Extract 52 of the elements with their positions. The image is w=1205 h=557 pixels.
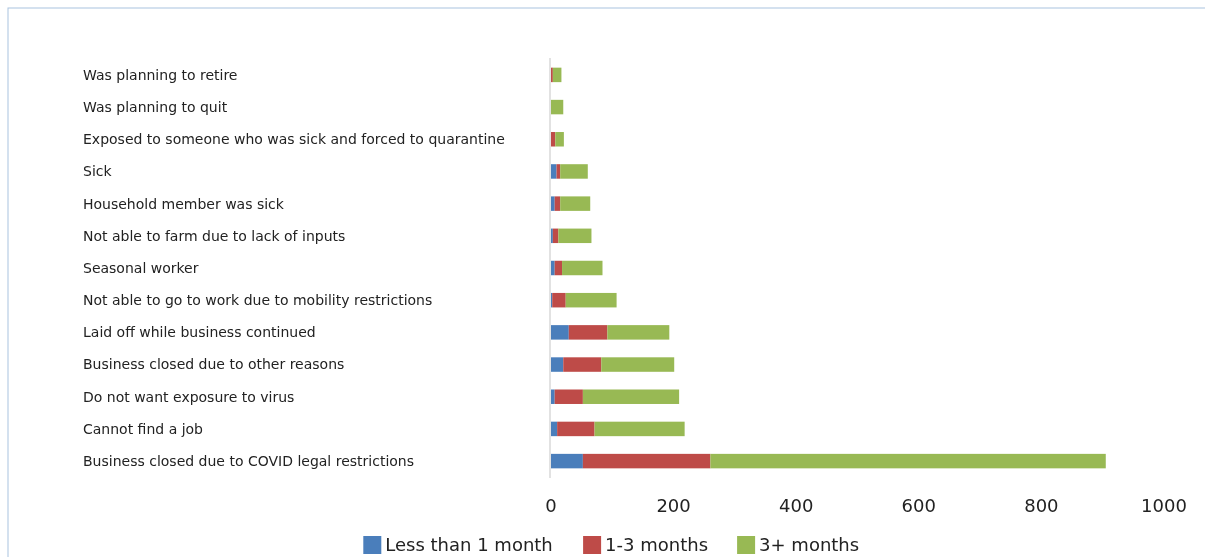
bar xyxy=(557,421,595,437)
bar xyxy=(551,164,557,179)
bar xyxy=(558,228,592,244)
bar xyxy=(555,132,564,147)
x-tick-label: 0 xyxy=(545,495,557,516)
bar xyxy=(563,357,602,372)
bar xyxy=(551,196,555,211)
x-tick-label: 800 xyxy=(1024,495,1059,516)
x-tick-label: 200 xyxy=(656,495,691,516)
y-tick-label: Do not want exposure to virus xyxy=(83,388,295,405)
y-tick-label: Not able to farm due to lack of inputs xyxy=(83,227,346,244)
y-tick-label: Seasonal worker xyxy=(83,259,199,276)
bar xyxy=(551,357,564,372)
bar xyxy=(601,357,675,372)
y-tick-label: Business closed due to COVID legal restrictions xyxy=(83,453,415,469)
bar xyxy=(551,260,555,276)
bar xyxy=(552,292,566,308)
y-tick-label: Business closed due to other reasons xyxy=(83,356,345,373)
x-tick-label: 600 xyxy=(901,495,936,516)
bar xyxy=(554,389,583,404)
bar xyxy=(565,292,617,308)
bar xyxy=(560,196,591,211)
y-tick-label: Was planning to retire xyxy=(83,66,238,83)
bar xyxy=(551,389,555,404)
bar xyxy=(562,260,603,276)
bar xyxy=(582,453,711,469)
y-tick-label: Cannot find a job xyxy=(83,420,204,437)
y-tick-label: Exposed to someone who was sick and forced to quarantine xyxy=(83,131,505,148)
x-tick-label: 1000 xyxy=(1141,495,1187,516)
bar xyxy=(551,99,564,115)
y-tick-label: Laid off while business continued xyxy=(83,324,316,341)
bar xyxy=(554,260,563,276)
y-tick-label: Sick xyxy=(83,163,113,180)
bar xyxy=(551,453,583,469)
bar xyxy=(560,164,588,179)
bar xyxy=(568,325,608,340)
y-tick-label: Was planning to quit xyxy=(83,98,228,115)
bar xyxy=(551,132,556,147)
bar xyxy=(551,325,569,340)
legend-label: Less than 1 month xyxy=(385,534,553,556)
x-tick-label: 400 xyxy=(779,495,814,516)
legend-label: 1-3 months xyxy=(605,534,709,556)
bar xyxy=(552,67,562,83)
legend-label: 3+ months xyxy=(759,534,860,556)
bar xyxy=(582,389,680,404)
y-tick-label: Not able to go to work due to mobility restrictions xyxy=(83,292,433,309)
bar xyxy=(710,453,1106,469)
bar xyxy=(554,196,561,211)
bar xyxy=(594,421,685,437)
bar xyxy=(607,325,670,340)
y-tick-label: Household member was sick xyxy=(83,195,285,212)
bar xyxy=(551,421,558,437)
